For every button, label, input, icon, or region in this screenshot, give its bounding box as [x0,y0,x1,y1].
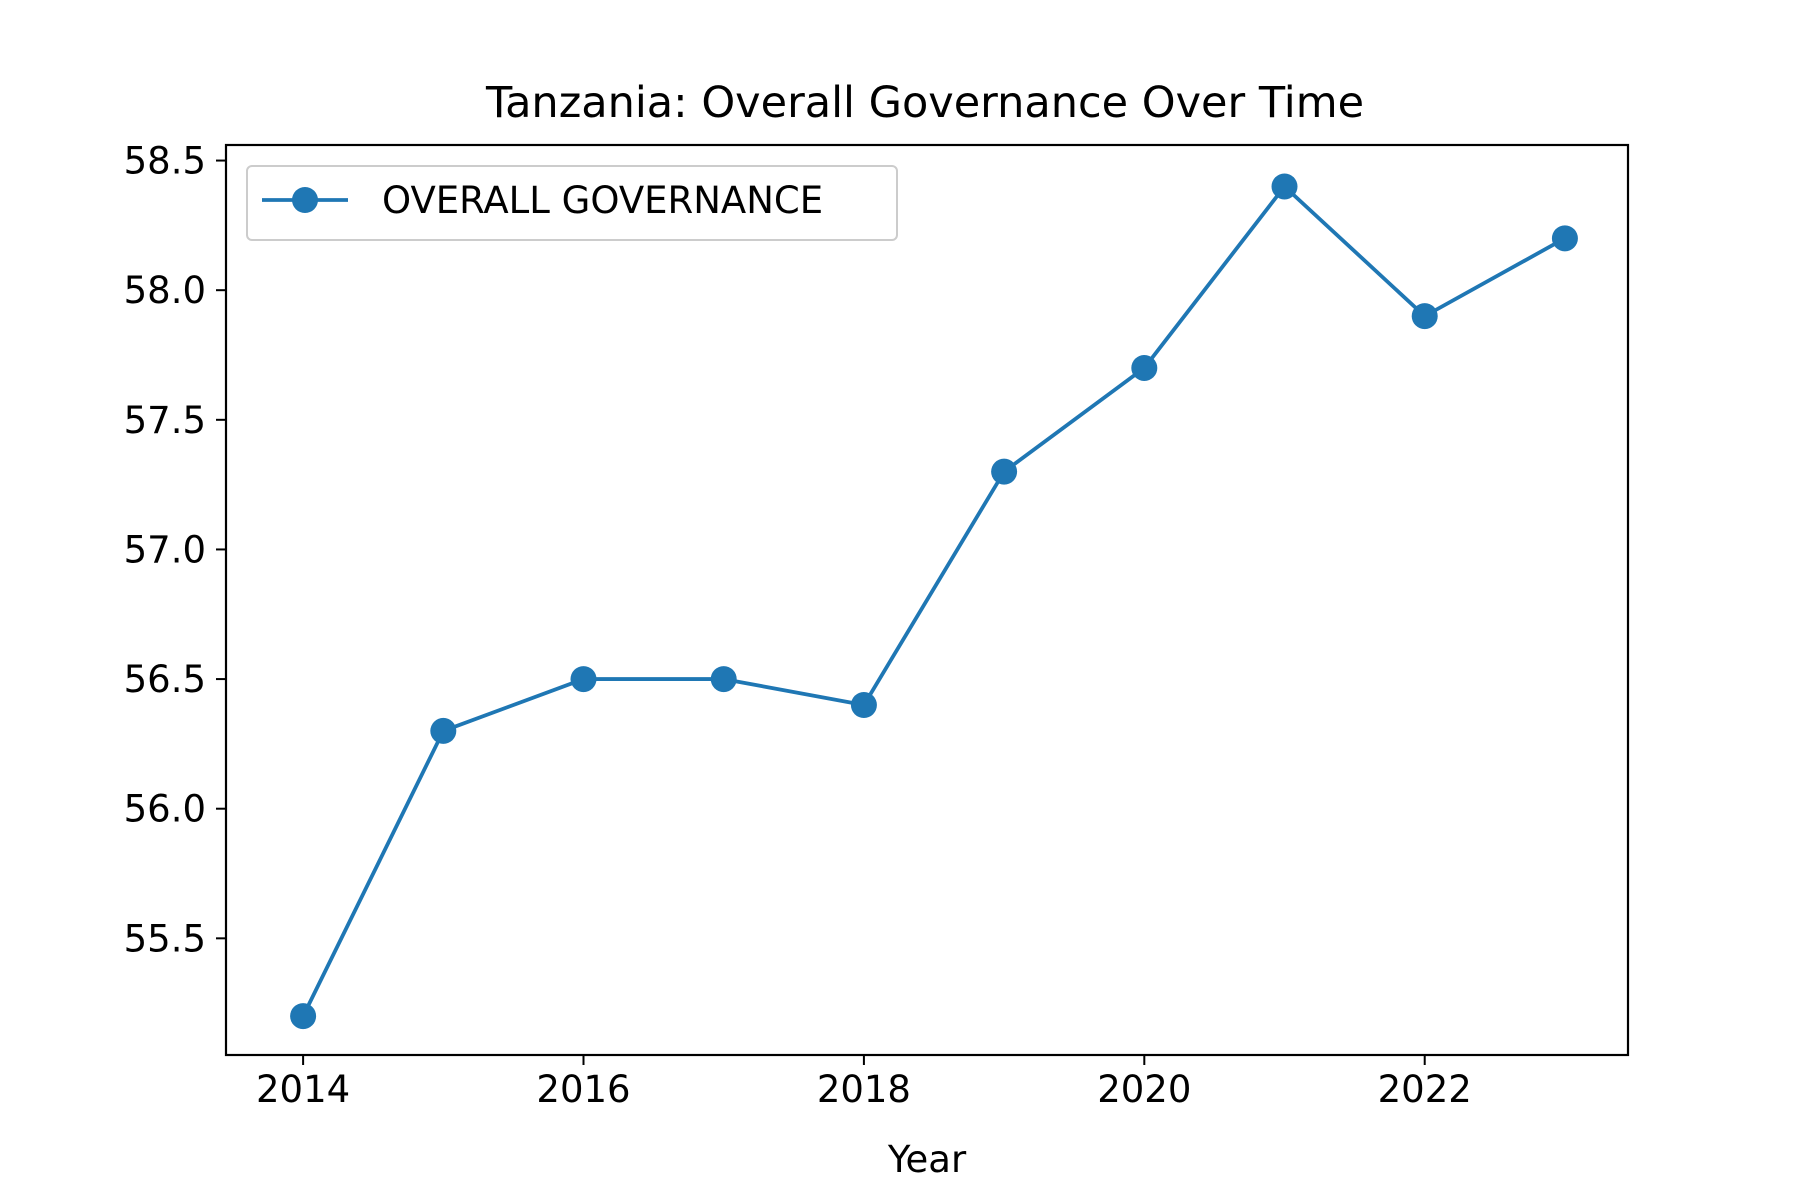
legend-marker-sample [292,187,318,213]
data-point [1271,173,1298,200]
y-axis: 55.5 56.0 56.5 57.0 57.5 58.0 58.5 [124,140,226,960]
x-tick-label: 2018 [817,1068,911,1111]
data-point [1411,303,1438,330]
y-tick-label: 57.5 [124,399,206,442]
chart-title: Tanzania: Overall Governance Over Time [485,78,1364,128]
legend-label: OVERALL GOVERNANCE [382,179,823,222]
legend: OVERALL GOVERNANCE [246,165,898,241]
y-tick-label: 56.5 [124,658,206,701]
data-point [991,458,1018,485]
x-tick-label: 2014 [256,1068,350,1111]
y-tick-label: 57.0 [124,528,206,571]
plot-area [290,173,1578,1030]
data-point [290,1003,317,1030]
y-tick-label: 58.0 [124,269,206,312]
data-point [850,692,877,718]
x-tick-label: 2022 [1378,1068,1472,1111]
data-point [1131,354,1158,381]
series-line [301,184,1566,1017]
y-tick-label: 56.0 [124,788,206,831]
x-axis-label: Year [887,1138,967,1181]
axes-frame [224,143,1630,1057]
legend-frame [246,165,898,241]
data-point [570,666,597,693]
x-tick-label: 2016 [536,1068,630,1111]
data-point [430,717,457,744]
data-point [1551,225,1578,252]
x-axis: 2014 2016 2018 2020 2022 [256,1055,1472,1111]
x-tick-label: 2020 [1097,1068,1191,1111]
y-tick-label: 58.5 [124,140,206,183]
y-tick-label: 55.5 [124,917,206,960]
data-point [710,666,737,693]
